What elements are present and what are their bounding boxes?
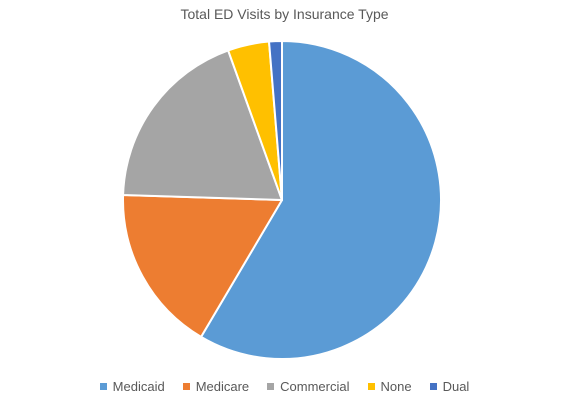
legend-label: Medicare: [195, 379, 250, 394]
legend-item-dual: Dual: [429, 379, 470, 394]
legend-swatch: [99, 383, 107, 390]
legend: Medicaid Medicare Commercial None Dual: [0, 379, 569, 394]
pie-slice-medicaid: [200, 40, 442, 360]
legend-swatch: [367, 383, 375, 390]
legend-label: Medicaid: [112, 379, 165, 394]
legend-label: Commercial: [280, 379, 350, 394]
legend-swatch: [429, 383, 437, 390]
legend-item-none: None: [367, 379, 412, 394]
legend-item-commercial: Commercial: [267, 379, 350, 394]
legend-label: None: [380, 379, 412, 394]
pie-slice-medicare: [122, 194, 283, 338]
pie-slice-dual: [268, 40, 283, 201]
legend-label: Dual: [442, 379, 470, 394]
legend-swatch: [267, 383, 275, 390]
legend-item-medicaid: Medicaid: [99, 379, 165, 394]
chart-title: Total ED Visits by Insurance Type: [180, 6, 389, 22]
legend-item-medicare: Medicare: [182, 379, 250, 394]
pie-slice-commercial: [122, 49, 283, 201]
legend-swatch: [182, 383, 190, 390]
